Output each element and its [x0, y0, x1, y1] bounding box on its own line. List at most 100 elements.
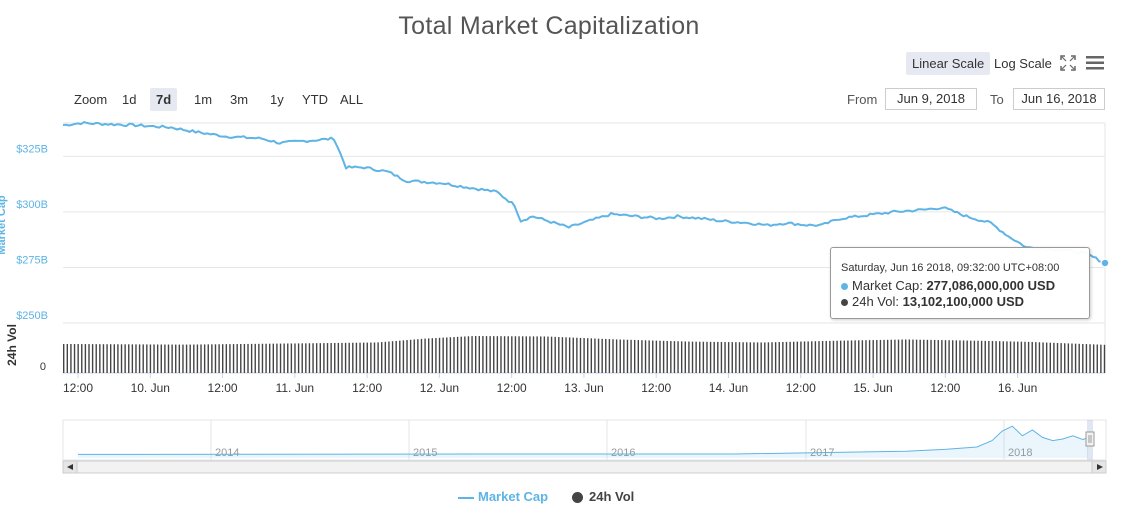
volume-bar — [1064, 343, 1066, 373]
volume-bar — [839, 340, 842, 373]
to-date-input[interactable]: Jun 16, 2018 — [1013, 88, 1105, 110]
volume-bar — [717, 341, 719, 373]
volume-bar — [695, 341, 697, 373]
volume-bar — [467, 336, 470, 373]
volume-bar — [532, 336, 535, 373]
volume-bar — [955, 340, 958, 373]
volume-bar — [688, 341, 690, 373]
zoom-1d-button[interactable]: 1d — [122, 92, 137, 107]
zoom-1y-button[interactable]: 1y — [270, 92, 284, 107]
volume-bar — [428, 338, 430, 373]
zoom-1m-button[interactable]: 1m — [194, 92, 213, 107]
zoom-all-button[interactable]: ALL — [340, 92, 364, 107]
volume-bar — [290, 343, 293, 373]
volume-bar — [265, 343, 267, 373]
volume-bar — [370, 342, 372, 373]
legend-24h-vol[interactable]: 24h Vol — [572, 489, 634, 504]
volume-bar — [214, 344, 217, 373]
volume-bar — [886, 339, 889, 373]
volume-bar — [529, 336, 531, 373]
volume-bar — [1089, 344, 1091, 373]
volume-bar — [272, 343, 275, 373]
volume-bar — [1049, 342, 1051, 373]
navigator-tick-label: 2016 — [611, 447, 635, 459]
volume-bar — [800, 341, 802, 373]
legend-market-cap[interactable]: Market Cap — [458, 489, 548, 504]
volume-bar — [760, 342, 762, 373]
volume-bar — [471, 336, 473, 373]
volume-bar — [438, 337, 441, 373]
volume-bar — [568, 337, 571, 373]
volume-bar — [814, 341, 817, 373]
x-tick-label: 15. Jun — [853, 381, 892, 395]
from-date-input[interactable]: Jun 9, 2018 — [885, 88, 977, 110]
volume-bar — [706, 341, 708, 373]
volume-bar — [1096, 344, 1098, 373]
volume-bar — [558, 337, 560, 373]
navigator-tick-label: 2014 — [215, 447, 239, 459]
volume-bar — [203, 344, 206, 373]
volume-bar — [142, 344, 144, 373]
volume-bar — [930, 339, 932, 373]
volume-bar — [901, 339, 903, 373]
volume-bar — [1031, 342, 1033, 373]
volume-bar — [315, 343, 318, 373]
volume-bar — [626, 339, 629, 373]
volume-bar — [406, 340, 408, 373]
volume-bar — [753, 342, 755, 373]
volume-bar — [854, 340, 856, 373]
volume-bar — [847, 340, 849, 373]
volume-bar — [908, 339, 911, 373]
scroll-right-arrow-icon — [1097, 464, 1103, 470]
zoom-ytd-button[interactable]: YTD — [302, 92, 328, 107]
x-tick-label: 12:00 — [641, 381, 671, 395]
volume-bar — [1035, 342, 1037, 373]
volume-bar — [160, 344, 162, 373]
volume-bar — [493, 336, 495, 373]
volume-bar — [959, 340, 961, 373]
volume-bar — [583, 338, 585, 373]
volume-bar — [308, 343, 311, 373]
zoom-3m-button[interactable]: 3m — [230, 92, 249, 107]
volume-bar — [915, 339, 918, 373]
volume-bar — [952, 340, 954, 373]
x-tick-label: 12:00 — [786, 381, 816, 395]
volume-bar — [1103, 344, 1106, 373]
fullscreen-icon[interactable] — [1060, 55, 1076, 71]
volume-bar — [644, 340, 647, 373]
log-scale-button[interactable]: Log Scale — [994, 56, 1052, 71]
volume-bar — [81, 344, 83, 373]
volume-bar — [514, 336, 517, 373]
scrollbar-track — [62, 460, 1107, 474]
volume-bar — [673, 341, 676, 373]
zoom-7d-button[interactable]: 7d — [150, 88, 178, 111]
volume-bar — [720, 341, 723, 373]
volume-bar — [832, 340, 835, 373]
volume-bar — [727, 342, 730, 373]
volume-bar — [843, 340, 845, 373]
volume-bar — [858, 340, 860, 373]
hamburger-menu-icon[interactable] — [1085, 55, 1105, 71]
volume-bar — [261, 343, 264, 373]
volume-bar — [666, 340, 668, 373]
volume-bar — [1006, 341, 1008, 373]
volume-bar — [702, 341, 705, 373]
volume-bar — [1038, 342, 1041, 373]
linear-scale-button[interactable]: Linear Scale — [906, 52, 991, 75]
legend-market-cap-label: Market Cap — [478, 489, 549, 504]
tooltip-market-cap-label: Market Cap: — [852, 278, 923, 293]
volume-bar — [323, 343, 325, 373]
volume-bar — [138, 344, 141, 373]
volume-bar — [156, 344, 159, 373]
volume-bar — [803, 341, 806, 373]
tooltip-vol-row: 24h Vol: 13,102,100,000 USD — [841, 294, 1024, 309]
volume-bar — [771, 342, 773, 373]
volume-bar — [525, 336, 527, 373]
volume-bar — [254, 343, 256, 373]
scroll-left-arrow-icon — [67, 464, 73, 470]
volume-bar — [890, 339, 892, 373]
volume-bar — [937, 340, 939, 373]
volume-bar — [543, 336, 546, 373]
volume-bar — [746, 342, 748, 373]
volume-bar — [297, 343, 300, 373]
